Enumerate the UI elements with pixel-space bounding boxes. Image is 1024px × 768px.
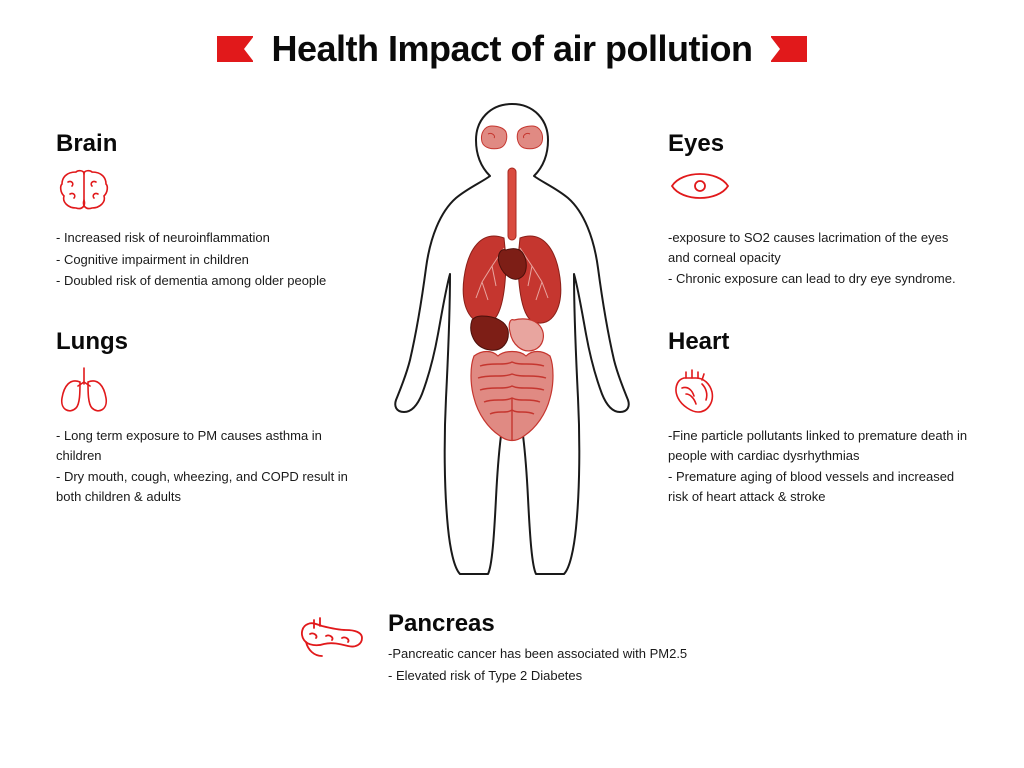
left-column-2: Lungs - Long term exposure to PM causes … (56, 328, 356, 532)
section-brain: Brain - Increased risk of neuroinflammat… (56, 130, 356, 291)
section-title-lungs: Lungs (56, 328, 356, 356)
ribbon-right-icon (771, 36, 807, 62)
content-area: Brain - Increased risk of neuroinflammat… (0, 70, 1024, 710)
heart-icon (668, 364, 968, 416)
section-pancreas: Pancreas -Pancreatic cancer has been ass… (296, 610, 687, 687)
bullets-eyes: -exposure to SO2 causes lacrimation of t… (668, 228, 968, 289)
bullet: -Fine particle pollutants linked to prem… (668, 426, 968, 465)
pancreas-text: Pancreas -Pancreatic cancer has been ass… (388, 610, 687, 687)
bullet: - Dry mouth, cough, wheezing, and COPD r… (56, 467, 356, 506)
bullet: - Premature aging of blood vessels and i… (668, 467, 968, 506)
lungs-icon (56, 364, 356, 416)
section-title-pancreas: Pancreas (388, 610, 687, 638)
bullets-heart: -Fine particle pollutants linked to prem… (668, 426, 968, 506)
bullet: - Increased risk of neuroinflammation (56, 228, 356, 248)
bullet: -exposure to SO2 causes lacrimation of t… (668, 228, 968, 267)
right-column-2: Heart -Fine particle pollutants linked t… (668, 328, 968, 532)
bullet: - Chronic exposure can lead to dry eye s… (668, 269, 968, 289)
pancreas-icon (296, 610, 366, 668)
section-title-heart: Heart (668, 328, 968, 356)
bullet: - Elevated risk of Type 2 Diabetes (388, 666, 687, 686)
bullet: - Doubled risk of dementia among older p… (56, 271, 356, 291)
bullets-brain: - Increased risk of neuroinflammation - … (56, 228, 356, 291)
bullet: - Long term exposure to PM causes asthma… (56, 426, 356, 465)
bullets-pancreas: -Pancreatic cancer has been associated w… (388, 644, 687, 685)
brain-icon (56, 166, 356, 218)
eye-icon (668, 166, 968, 218)
right-column: Eyes -exposure to SO2 causes lacrimation… (668, 130, 968, 315)
section-title-brain: Brain (56, 130, 356, 158)
section-lungs: Lungs - Long term exposure to PM causes … (56, 328, 356, 506)
section-title-eyes: Eyes (668, 130, 968, 158)
page-title: Health Impact of air pollution (271, 28, 752, 70)
body-figure (382, 98, 642, 578)
bullet: -Pancreatic cancer has been associated w… (388, 644, 687, 664)
bullets-lungs: - Long term exposure to PM causes asthma… (56, 426, 356, 506)
bullet: - Cognitive impairment in children (56, 250, 356, 270)
title-row: Health Impact of air pollution (0, 0, 1024, 70)
section-eyes: Eyes -exposure to SO2 causes lacrimation… (668, 130, 968, 289)
ribbon-left-icon (217, 36, 253, 62)
section-heart: Heart -Fine particle pollutants linked t… (668, 328, 968, 506)
left-column: Brain - Increased risk of neuroinflammat… (56, 130, 356, 317)
